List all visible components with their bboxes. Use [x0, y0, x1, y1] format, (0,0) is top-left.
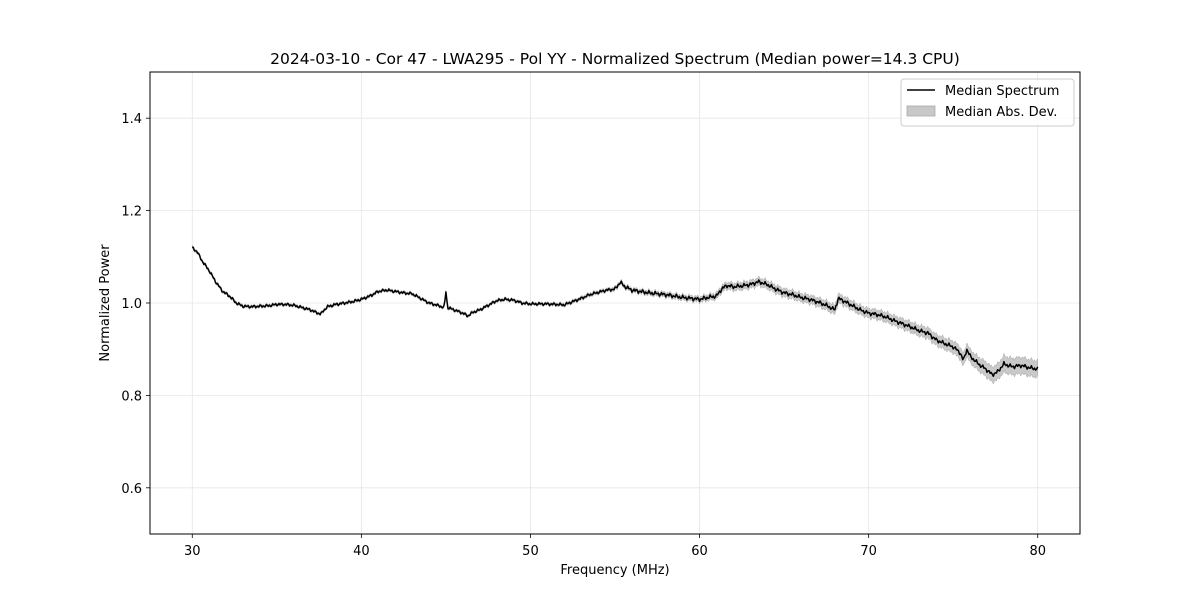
y-tick-label: 0.8 — [121, 389, 142, 404]
y-tick-label: 1.4 — [121, 112, 142, 127]
median-spectrum-layer — [191, 246, 1039, 377]
x-tick-label: 70 — [860, 544, 877, 559]
legend-median-spectrum-label: Median Spectrum — [945, 84, 1059, 99]
y-tick-label: 1.0 — [121, 297, 142, 312]
x-axis-label: Frequency (MHz) — [560, 563, 669, 578]
median-abs-dev-band — [192, 245, 1038, 385]
y-axis-label: Normalized Power — [98, 244, 113, 362]
x-tick-label: 30 — [184, 544, 201, 559]
legend-mad-label: Median Abs. Dev. — [945, 105, 1057, 120]
median-spectrum-line — [191, 246, 1039, 377]
x-tick-label: 50 — [522, 544, 539, 559]
mad-band-layer — [192, 245, 1038, 385]
legend-box — [900, 78, 1075, 127]
x-tick-label: 40 — [353, 544, 370, 559]
x-tick-label: 60 — [691, 544, 708, 559]
y-tick-label: 1.2 — [121, 205, 142, 220]
legend: Median Spectrum Median Abs. Dev. — [900, 78, 1075, 127]
y-axis: 0.6 0.8 1.0 1.2 1.4 — [121, 112, 150, 497]
x-tick-label: 80 — [1029, 544, 1046, 559]
y-tick-label: 0.6 — [121, 482, 142, 497]
x-axis: 30 40 50 60 70 80 — [184, 534, 1046, 559]
legend-mad-swatch — [906, 105, 936, 117]
chart-title: 2024-03-10 - Cor 47 - LWA295 - Pol YY - … — [270, 50, 960, 68]
